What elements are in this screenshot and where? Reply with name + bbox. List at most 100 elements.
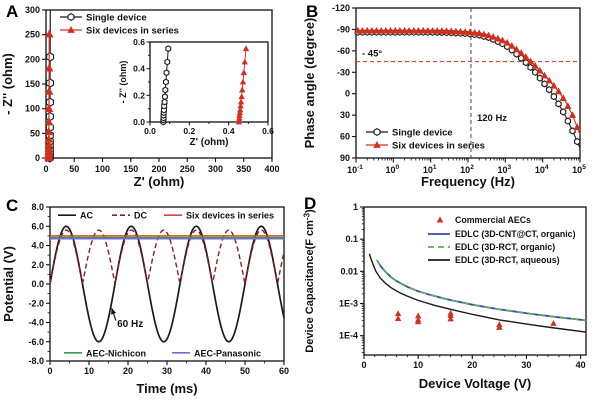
svg-text:EDLC (3D-CNT@CT, organic): EDLC (3D-CNT@CT, organic) [455,229,576,239]
svg-text:0.6: 0.6 [262,126,274,136]
svg-text:250: 250 [25,30,40,40]
panel-a-series [44,9,55,163]
svg-text:Z' (ohm): Z' (ohm) [189,137,228,148]
panel-c-waveform-chart: 8.0 6.0 4.0 2.0 0.0 -2.0 -4.0 -6.0 -8.00 10 20 30 40… [1,202,289,396]
svg-text:150: 150 [123,164,138,174]
panel-d-ylabel: Device Capacitance(F cm-3) [303,209,317,353]
svg-text:Single device: Single device [392,128,453,139]
svg-text:Six devices in series: Six devices in series [392,141,485,152]
svg-text:400: 400 [264,164,279,174]
svg-text:40: 40 [576,360,586,370]
svg-text:101: 101 [423,164,437,175]
svg-text:0.2: 0.2 [133,90,145,100]
svg-text:0: 0 [345,89,350,99]
svg-text:2.0: 2.0 [31,260,44,270]
panel-b-legend: Single device Six devices in series [366,128,485,152]
svg-text:6.0: 6.0 [31,221,44,231]
panel-d-legend: Commercial AECs EDLC (3D-CNT@CT, organic)… [428,215,576,265]
panel-a-xlabel: Z' (ohm) [134,174,185,189]
svg-text:0.6: 0.6 [133,37,145,47]
panel-d-capacitance-chart: 1 0.1 0.01 1E-3 1E-4 0 10 20 30 40 Device Voltage … [303,202,587,391]
svg-text:60: 60 [279,366,289,376]
svg-text:100: 100 [25,104,40,114]
svg-text:EDLC (3D-RCT, organic): EDLC (3D-RCT, organic) [455,242,555,252]
svg-text:Six devices in series: Six devices in series [186,211,274,221]
svg-text:50: 50 [69,164,79,174]
panel-b-xlabel: Frequency (Hz) [421,174,515,189]
panel-c-ylabel: Potential (V) [1,246,16,322]
svg-text:DC: DC [134,211,147,221]
svg-text:90: 90 [340,153,350,163]
svg-text:0: 0 [47,366,52,376]
panel-c-legend-top: AC DC Six devices in series [58,211,274,221]
svg-text:300: 300 [208,164,223,174]
svg-text:50: 50 [240,366,250,376]
svg-text:250: 250 [180,164,195,174]
svg-text:0.0: 0.0 [133,117,145,127]
panel-a-label: A [6,2,19,21]
panel-d-axes: 1 0.1 0.01 1E-3 1E-4 0 10 20 30 40 Device Voltage … [303,202,587,391]
panel-b-label: B [306,2,319,21]
phase-45-label: - 45° [362,49,382,60]
svg-text:20: 20 [467,360,477,370]
svg-text:AC: AC [80,211,93,221]
panel-c-axes: 8.0 6.0 4.0 2.0 0.0 -2.0 -4.0 -6.0 -8.00 10 20 30 40… [1,202,289,396]
svg-text:1: 1 [353,202,358,212]
svg-text:104: 104 [535,164,549,175]
panel-d-series [368,253,587,333]
svg-text:0: 0 [35,153,40,163]
svg-text:0.4: 0.4 [223,126,235,136]
svg-text:Six devices in series: Six devices in series [86,26,179,37]
freq-60hz-label: 60 Hz [117,319,143,330]
svg-text:0.4: 0.4 [133,64,145,74]
svg-text:10-1: 10-1 [347,164,363,175]
panel-a-inset: 0.0 0.2 0.4 0.6 0.0 0.2 0.4 0.6 Z' (ohm) - Z'' (o… [118,37,274,148]
svg-text:AEC-Nichicon: AEC-Nichicon [86,348,146,358]
panel-c-xlabel: Time (ms) [136,381,197,396]
svg-text:1E-4: 1E-4 [339,331,358,341]
panel-c-label: C [6,196,19,215]
svg-text:4.0: 4.0 [31,241,44,251]
svg-text:Single device: Single device [86,13,147,24]
svg-text:50: 50 [30,128,40,138]
freq-120hz-label: 120 Hz [477,113,507,124]
svg-text:100: 100 [386,164,400,175]
svg-text:200: 200 [151,164,166,174]
svg-text:0.01: 0.01 [340,266,358,276]
svg-text:103: 103 [498,164,512,175]
svg-text:1E-3: 1E-3 [339,299,358,309]
svg-text:EDLC (3D-RCT, aqueous): EDLC (3D-RCT, aqueous) [455,255,560,265]
svg-text:-30: -30 [337,67,350,77]
panel-b-series [354,26,581,149]
svg-text:-60: -60 [337,46,350,56]
panel-d-xlabel: Device Voltage (V) [419,376,531,391]
panel-a-nyquist-chart: 0 50 100 150 200 250 300 350 400 0 50 100 150 200 250 3… [0,5,280,189]
svg-text:20: 20 [123,366,133,376]
svg-text:- Z'' (ohm): - Z'' (ohm) [118,61,128,104]
panel-c-annotation: 60 Hz [111,307,143,330]
svg-text:350: 350 [236,164,251,174]
svg-text:-6.0: -6.0 [28,337,44,347]
panel-c-series [49,225,285,343]
svg-text:0: 0 [361,360,366,370]
svg-text:0: 0 [43,164,48,174]
svg-text:10: 10 [84,366,94,376]
svg-text:200: 200 [25,54,40,64]
svg-text:-8.0: -8.0 [28,356,44,366]
svg-text:0.0: 0.0 [144,126,156,136]
svg-text:100: 100 [95,164,110,174]
svg-text:60: 60 [340,132,350,142]
panel-a-ylabel: - Z'' (ohm) [0,53,15,115]
panel-b-ylabel: Phase angle (degree) [302,18,317,149]
svg-text:30: 30 [521,360,531,370]
panel-a-axes: 0 50 100 150 200 250 300 350 400 0 50 100 150 200 250 3… [0,5,280,189]
svg-text:30: 30 [340,110,350,120]
svg-text:105: 105 [572,164,586,175]
svg-text:150: 150 [25,79,40,89]
svg-text:-90: -90 [337,24,350,34]
svg-text:8.0: 8.0 [31,202,44,212]
svg-text:300: 300 [25,5,40,15]
